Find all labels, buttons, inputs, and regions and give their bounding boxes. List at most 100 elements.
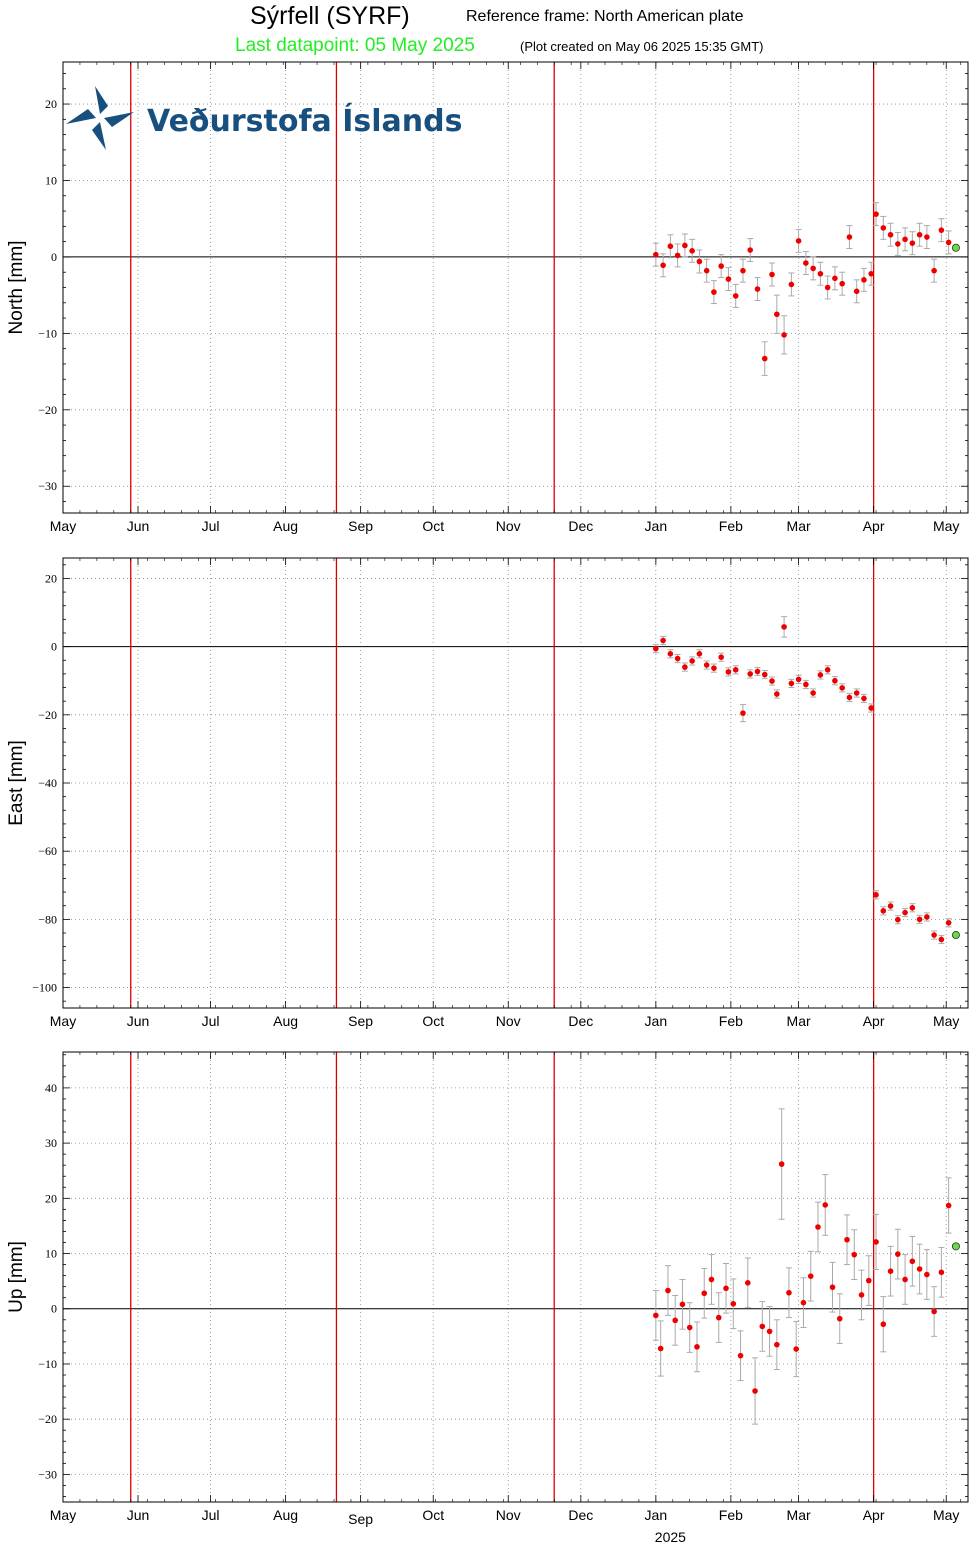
x-month-label: May xyxy=(50,1013,76,1029)
data-point xyxy=(711,665,717,671)
x-month-label: Jul xyxy=(202,1013,220,1029)
x-month-label: Aug xyxy=(273,518,298,534)
data-point xyxy=(730,1300,737,1307)
data-point xyxy=(778,1161,785,1167)
data-point xyxy=(868,270,875,277)
data-point xyxy=(810,690,816,696)
data-point xyxy=(861,277,867,283)
y-tick-label: 20 xyxy=(45,571,57,585)
data-point xyxy=(781,332,787,338)
data-point xyxy=(686,1324,693,1331)
data-point xyxy=(803,681,809,688)
data-point xyxy=(766,1328,773,1335)
data-point xyxy=(723,1285,729,1292)
y-tick-label: 0 xyxy=(51,640,57,654)
data-point xyxy=(873,211,879,217)
x-month-label: May xyxy=(933,1013,959,1029)
x-month-label: Nov xyxy=(496,1013,521,1029)
data-point xyxy=(754,286,761,292)
y-tick-label: 10 xyxy=(45,1247,57,1261)
data-point xyxy=(931,1308,937,1315)
data-point xyxy=(788,281,795,288)
y-tick-label: −30 xyxy=(38,479,57,493)
data-point xyxy=(839,280,845,287)
data-point xyxy=(868,705,875,711)
x-month-label: Nov xyxy=(496,518,521,534)
x-month-label: Apr xyxy=(863,518,885,534)
data-point xyxy=(924,234,930,240)
data-point xyxy=(832,677,838,684)
data-point xyxy=(810,265,816,272)
data-point xyxy=(909,1258,916,1265)
data-point xyxy=(880,908,887,914)
y-tick-label: 30 xyxy=(45,1136,57,1150)
y-tick-label: −10 xyxy=(38,326,57,340)
data-point xyxy=(696,650,703,657)
data-point xyxy=(846,694,853,701)
data-point xyxy=(718,654,724,661)
data-point xyxy=(788,680,795,687)
x-month-label: Oct xyxy=(422,518,444,534)
plot-title: Sýrfell (SYRF) xyxy=(250,2,410,30)
data-point xyxy=(725,276,732,282)
data-point xyxy=(774,691,780,697)
data-point xyxy=(667,243,674,250)
data-point xyxy=(844,1236,850,1243)
x-month-label: Apr xyxy=(863,1013,885,1029)
data-point xyxy=(696,258,703,265)
data-point xyxy=(839,685,845,691)
y-tick-label: −30 xyxy=(38,1467,57,1481)
data-point xyxy=(909,904,916,911)
x-month-label: Jun xyxy=(127,1013,150,1029)
panel-3: 40 30 20 10 0 −10 −20 −30 May Jun Jul Aug Sep Oct Nov D… xyxy=(6,1051,969,1543)
data-point xyxy=(725,669,732,675)
y-tick-label: −10 xyxy=(38,1357,57,1371)
data-point xyxy=(769,678,775,684)
y-tick-label: −20 xyxy=(38,1412,57,1426)
data-point xyxy=(880,225,887,231)
data-point xyxy=(718,263,724,269)
logo-mark-shape xyxy=(92,122,106,150)
logo-text: Veðurstofa Íslands xyxy=(147,103,462,139)
data-point xyxy=(865,1277,872,1284)
data-point xyxy=(880,1321,887,1328)
data-point xyxy=(887,903,894,909)
data-point xyxy=(689,248,695,254)
data-point xyxy=(759,1323,766,1330)
data-point xyxy=(938,227,945,233)
x-month-label: May xyxy=(50,518,76,534)
x-month-label: Oct xyxy=(422,1507,444,1523)
data-point xyxy=(916,916,923,923)
y-tick-label: 40 xyxy=(45,1081,57,1095)
x-month-label: May xyxy=(933,518,959,534)
y-tick-label: −100 xyxy=(32,981,57,995)
x-month-label: Aug xyxy=(273,1013,298,1029)
x-year-label: 2025 xyxy=(655,1529,686,1543)
data-point xyxy=(737,1352,744,1359)
data-point xyxy=(674,252,681,259)
data-point xyxy=(793,1346,799,1352)
x-month-label: Oct xyxy=(422,1013,444,1029)
data-point xyxy=(945,239,952,246)
logo-mark-shape xyxy=(66,109,96,124)
data-point xyxy=(732,667,739,673)
data-point xyxy=(945,919,952,926)
last-data-point xyxy=(951,243,960,252)
data-point xyxy=(703,267,710,274)
y-axis-label: East [mm] xyxy=(6,740,27,826)
last-data-point xyxy=(951,1242,960,1251)
y-tick-label: −40 xyxy=(38,776,57,790)
x-month-label: Jan xyxy=(645,1013,668,1029)
data-point xyxy=(853,288,860,295)
data-point xyxy=(931,267,937,274)
y-axis-label: Up [mm] xyxy=(6,1241,27,1313)
plot-frame xyxy=(62,1051,969,1503)
data-point xyxy=(851,1251,858,1258)
logo-mark-shape xyxy=(95,86,108,114)
y-tick-label: 20 xyxy=(45,97,57,111)
data-point xyxy=(803,260,809,266)
x-month-label: Apr xyxy=(863,1507,885,1523)
data-point xyxy=(938,936,945,943)
data-point xyxy=(732,293,739,299)
plot-created: (Plot created on May 06 2025 15:35 GMT) xyxy=(520,39,764,54)
